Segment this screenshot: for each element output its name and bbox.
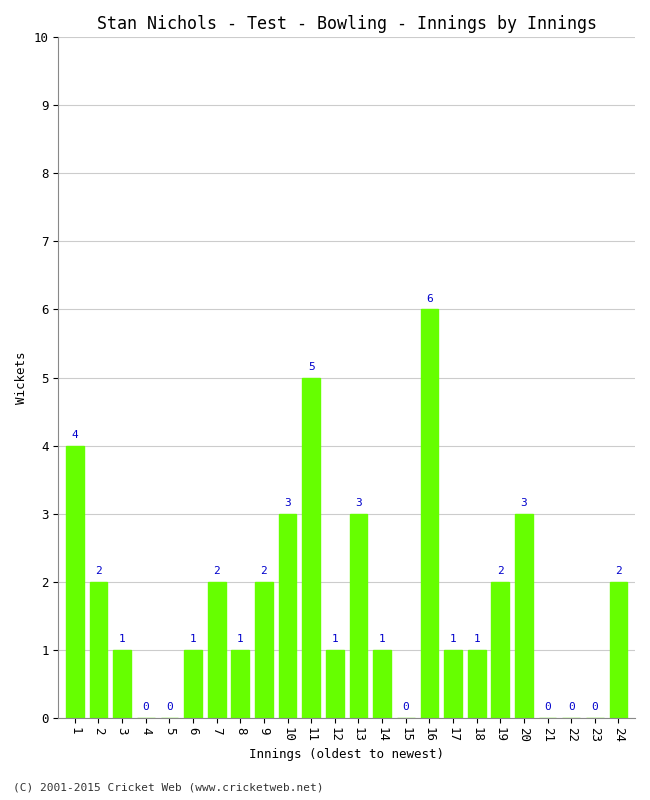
Text: 1: 1 <box>237 634 244 644</box>
Bar <box>208 582 226 718</box>
Text: 0: 0 <box>142 702 149 712</box>
Text: 1: 1 <box>450 634 456 644</box>
Text: 0: 0 <box>402 702 409 712</box>
Text: 3: 3 <box>284 498 291 508</box>
Title: Stan Nichols - Test - Bowling - Innings by Innings: Stan Nichols - Test - Bowling - Innings … <box>97 15 597 33</box>
Text: 2: 2 <box>615 566 622 576</box>
Bar <box>468 650 486 718</box>
Text: 0: 0 <box>592 702 598 712</box>
Text: 5: 5 <box>308 362 315 372</box>
X-axis label: Innings (oldest to newest): Innings (oldest to newest) <box>249 748 444 761</box>
Text: 1: 1 <box>119 634 125 644</box>
Bar <box>373 650 391 718</box>
Text: 1: 1 <box>473 634 480 644</box>
Bar <box>350 514 367 718</box>
Bar <box>279 514 296 718</box>
Text: 2: 2 <box>213 566 220 576</box>
Text: 3: 3 <box>355 498 362 508</box>
Text: 1: 1 <box>332 634 338 644</box>
Text: 0: 0 <box>166 702 173 712</box>
Bar <box>421 310 438 718</box>
Bar <box>444 650 462 718</box>
Bar <box>302 378 320 718</box>
Y-axis label: Wickets: Wickets <box>15 351 28 404</box>
Text: 4: 4 <box>72 430 78 440</box>
Text: (C) 2001-2015 Cricket Web (www.cricketweb.net): (C) 2001-2015 Cricket Web (www.cricketwe… <box>13 782 324 792</box>
Bar <box>231 650 249 718</box>
Text: 3: 3 <box>521 498 527 508</box>
Text: 0: 0 <box>544 702 551 712</box>
Bar <box>255 582 273 718</box>
Text: 2: 2 <box>261 566 267 576</box>
Text: 6: 6 <box>426 294 433 304</box>
Bar <box>491 582 509 718</box>
Text: 1: 1 <box>379 634 385 644</box>
Bar <box>610 582 627 718</box>
Text: 2: 2 <box>497 566 504 576</box>
Text: 0: 0 <box>568 702 575 712</box>
Text: 2: 2 <box>95 566 102 576</box>
Bar <box>66 446 84 718</box>
Bar <box>184 650 202 718</box>
Bar <box>113 650 131 718</box>
Bar <box>515 514 533 718</box>
Bar <box>326 650 344 718</box>
Text: 1: 1 <box>190 634 196 644</box>
Bar <box>90 582 107 718</box>
